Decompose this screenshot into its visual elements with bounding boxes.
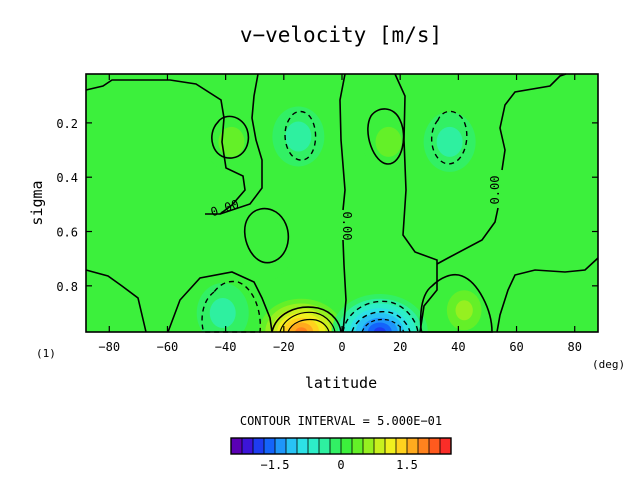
field-band (218, 126, 245, 157)
field-cell (205, 111, 258, 172)
zero-contour-line (339, 73, 346, 211)
negative-contour-line (351, 311, 411, 333)
core-contours (279, 311, 405, 333)
colorbar-swatch (363, 438, 375, 454)
colorbar-swatch (374, 438, 386, 454)
x-axis-label: latitude (305, 374, 377, 392)
positive-contour-line (279, 311, 336, 333)
zero-contour-line (499, 73, 567, 171)
contour-label: 0.00 (488, 176, 502, 205)
colorbar-swatch (308, 438, 320, 454)
contour-interval-text: CONTOUR INTERVAL = 5.000E−01 (240, 414, 442, 428)
x-tick-label: −20 (273, 340, 295, 354)
field-background (86, 74, 598, 332)
colorbar-swatch (319, 438, 331, 454)
field-band (295, 327, 308, 332)
y-tick-label: 0.4 (56, 171, 78, 185)
colorbar-swatch (264, 438, 276, 454)
corner-label: (1) (36, 347, 56, 360)
zero-contour-line (436, 207, 499, 265)
colorbar-swatch (407, 438, 419, 454)
zero-contour-line (394, 73, 438, 333)
field-cell (438, 280, 491, 332)
field-cell (196, 282, 249, 332)
colorbar-swatch (242, 438, 254, 454)
y-axis-label: sigma (28, 180, 46, 225)
y-tick-label: 0.2 (56, 117, 78, 131)
x-tick-label: −40 (215, 340, 237, 354)
colorbar-swatch (253, 438, 265, 454)
zero-contour-line (167, 271, 273, 333)
chart-title: v−velocity [m/s] (240, 23, 442, 47)
field-band (436, 126, 463, 157)
x-tick-label: −60 (157, 340, 179, 354)
negative-contour-line (361, 318, 405, 333)
colorbar-swatch (286, 438, 298, 454)
zero-contour-line (342, 239, 347, 333)
colorbar-swatch (231, 438, 243, 454)
zero-contour-line (85, 79, 246, 215)
negative-contours (201, 110, 468, 333)
x-tick-label: 0 (338, 340, 345, 354)
zero-contour-line (243, 207, 290, 264)
colorbar-swatch (396, 438, 408, 454)
field-cell (272, 106, 325, 167)
positive-contour-line (287, 318, 330, 333)
negative-contour-line (342, 300, 419, 333)
field-band (455, 300, 473, 321)
x-tick-label: 60 (509, 340, 523, 354)
y-tick-label: 0.8 (56, 280, 78, 294)
zero-contours (85, 73, 599, 333)
field-band (209, 297, 236, 328)
x-tick-label: 80 (568, 340, 582, 354)
colorbar-swatch (418, 438, 430, 454)
x-unit-label: (deg) (592, 358, 625, 371)
colorbar-swatch (352, 438, 364, 454)
zero-contour-line (271, 306, 342, 333)
negative-contour-line (430, 110, 468, 165)
field-band (375, 126, 402, 157)
zero-contour-line (419, 273, 493, 333)
colorbar-swatch (275, 438, 287, 454)
colorbar-frame (230, 437, 452, 455)
field-cell (423, 111, 476, 172)
x-tick-label: −80 (98, 340, 120, 354)
x-tick-label: 20 (393, 340, 407, 354)
contour-fill (86, 74, 598, 332)
colorbar-swatch (429, 438, 441, 454)
field-band (373, 327, 386, 332)
colorbar-swatch (297, 438, 309, 454)
colorbar-swatch (440, 438, 452, 454)
zero-contour-line (496, 257, 599, 333)
colorbar-swatch (330, 438, 342, 454)
zero-contour-line (367, 108, 405, 165)
contour-label: 0.00 (340, 212, 354, 241)
field-band (240, 220, 293, 281)
negative-contour-line (201, 280, 261, 333)
colorbar-tick-label: 1.5 (396, 458, 418, 472)
y-tick-label: 0.6 (56, 226, 78, 240)
field-band (285, 121, 312, 152)
colorbar-swatch (385, 438, 397, 454)
zero-contour-line (85, 269, 147, 333)
colorbar-tick-label: 0 (337, 458, 344, 472)
field-cell (240, 220, 293, 281)
x-tick-label: 40 (451, 340, 465, 354)
plot-area: 0.00 0.00 0.00 −80 −60 −40 −20 0 20 40 60 800.20… (56, 73, 599, 354)
zero-contour-line (211, 115, 250, 159)
colorbar: −1.5 0 1.5 (230, 437, 452, 472)
field-cell (362, 111, 415, 172)
colorbar-tick-label: −1.5 (261, 458, 290, 472)
axes: −80 −60 −40 −20 0 20 40 60 80 0.2 0.4 0.6 0.8 (56, 74, 598, 354)
zero-contour-line (219, 73, 263, 215)
colorbar-swatch (341, 438, 353, 454)
